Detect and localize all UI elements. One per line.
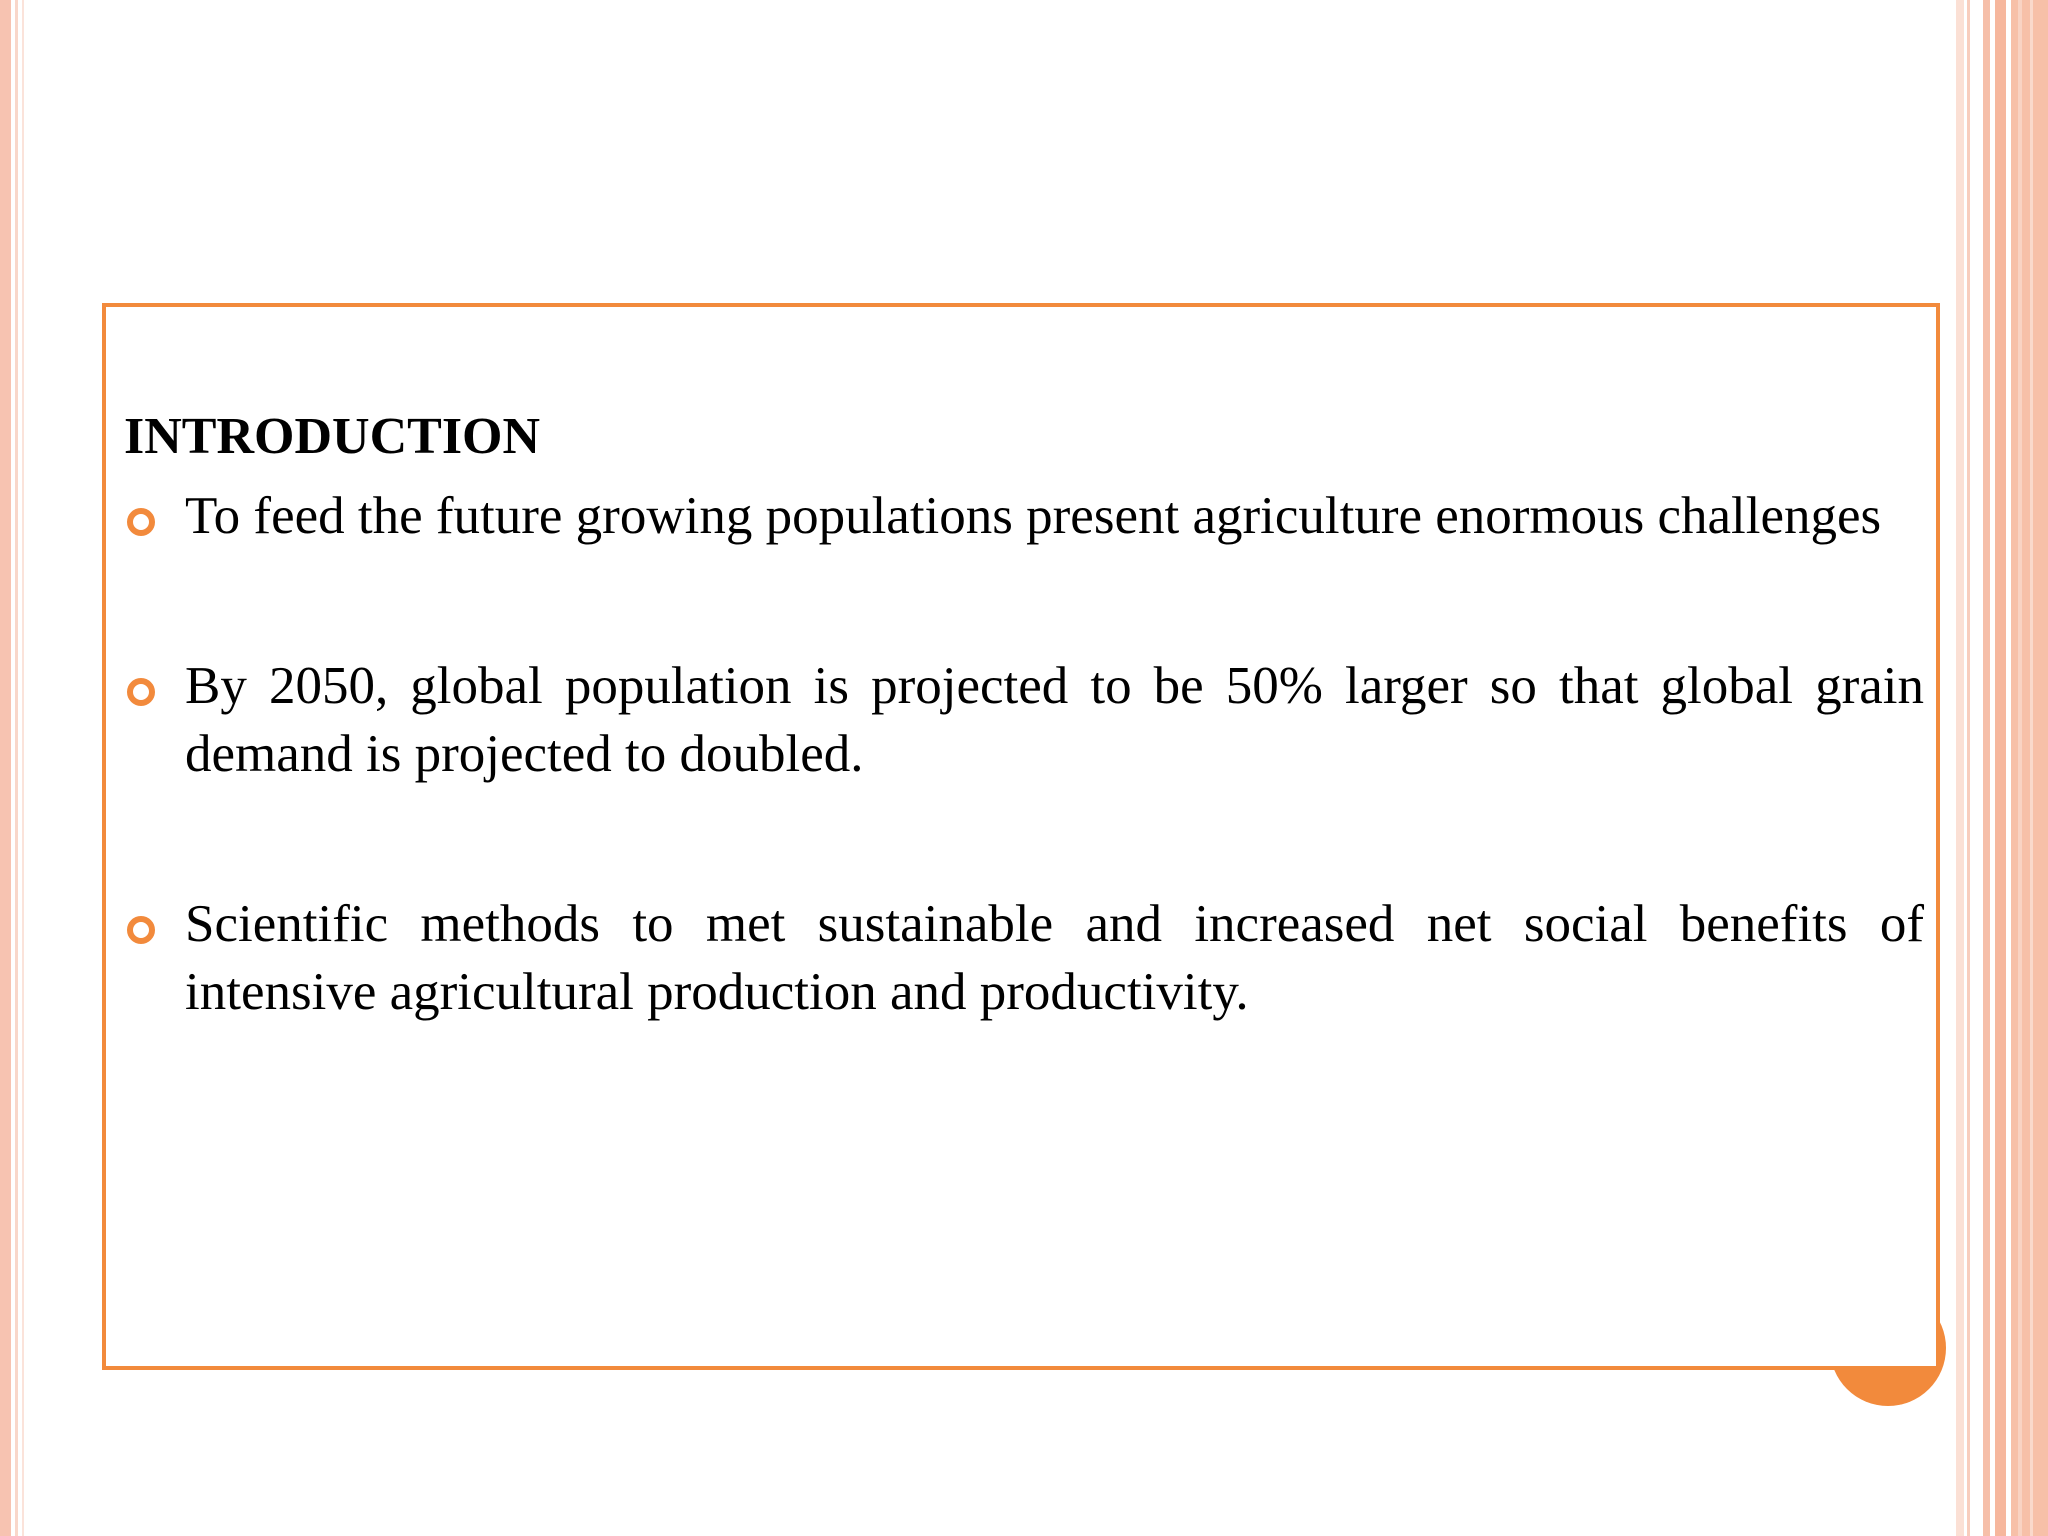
hollow-circle-bullet-icon [127, 678, 155, 706]
bullet-item: By 2050, global population is projected … [124, 652, 1924, 788]
hollow-circle-bullet-icon [127, 508, 155, 536]
left-decorative-stripe [15, 0, 18, 1536]
left-decorative-stripe [22, 0, 24, 1536]
bullet-item: Scientific methods to met sustainable an… [124, 890, 1924, 1026]
left-decorative-stripe [0, 0, 11, 1536]
right-decorative-stripe [2011, 0, 2048, 1536]
right-decorative-stripe [1967, 0, 1970, 1536]
bullet-text: To feed the future growing populations p… [185, 487, 1882, 545]
content-frame [102, 303, 1940, 1370]
right-decorative-stripe [2018, 0, 2022, 1536]
right-decorative-stripe [1956, 0, 1964, 1536]
right-decorative-stripe [1983, 0, 1990, 1536]
bullet-list: To feed the future growing populations p… [124, 482, 1924, 1128]
right-decorative-stripe [1995, 0, 2006, 1536]
bullet-text: By 2050, global population is projected … [185, 657, 1924, 783]
slide-heading: INTRODUCTION [124, 408, 541, 465]
bullet-text: Scientific methods to met sustainable an… [185, 895, 1924, 1021]
right-decorative-stripe [2030, 0, 2033, 1536]
hollow-circle-bullet-icon [127, 916, 155, 944]
bullet-item: To feed the future growing populations p… [124, 482, 1924, 550]
